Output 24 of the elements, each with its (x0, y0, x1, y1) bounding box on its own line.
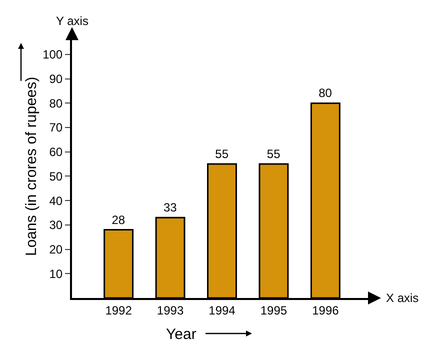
y-tick-label: 30 (49, 218, 63, 232)
x-tick-label: 1995 (260, 303, 288, 318)
y-tick-label: 80 (49, 96, 63, 110)
x-tick-label: 1993 (156, 303, 184, 318)
x-tick-label: 1996 (312, 303, 340, 318)
y-tick-label: 60 (49, 145, 63, 160)
y-tick-label: 20 (49, 242, 63, 256)
y-tick-label: 40 (49, 194, 63, 208)
x-tick-label: 1992 (105, 303, 132, 318)
y-tick-label: 70 (49, 120, 63, 135)
x-axis-title: Year (166, 326, 196, 343)
y-tick-label: 100 (42, 48, 63, 62)
data-label: 55 (266, 147, 281, 162)
data-label: 80 (318, 86, 332, 100)
data-label: 28 (112, 212, 126, 227)
y-tick-label: 50 (49, 169, 63, 184)
data-label: 55 (215, 147, 229, 162)
y-axis-title: Loans (in crores of rupees) (23, 76, 40, 256)
data-label: 33 (163, 200, 178, 215)
x-tick-label: 1994 (208, 303, 236, 318)
y-tick-label: 10 (49, 266, 63, 281)
text: Y axis (56, 14, 88, 28)
text: X axis (386, 291, 419, 305)
y-tick-label: 90 (49, 72, 63, 86)
